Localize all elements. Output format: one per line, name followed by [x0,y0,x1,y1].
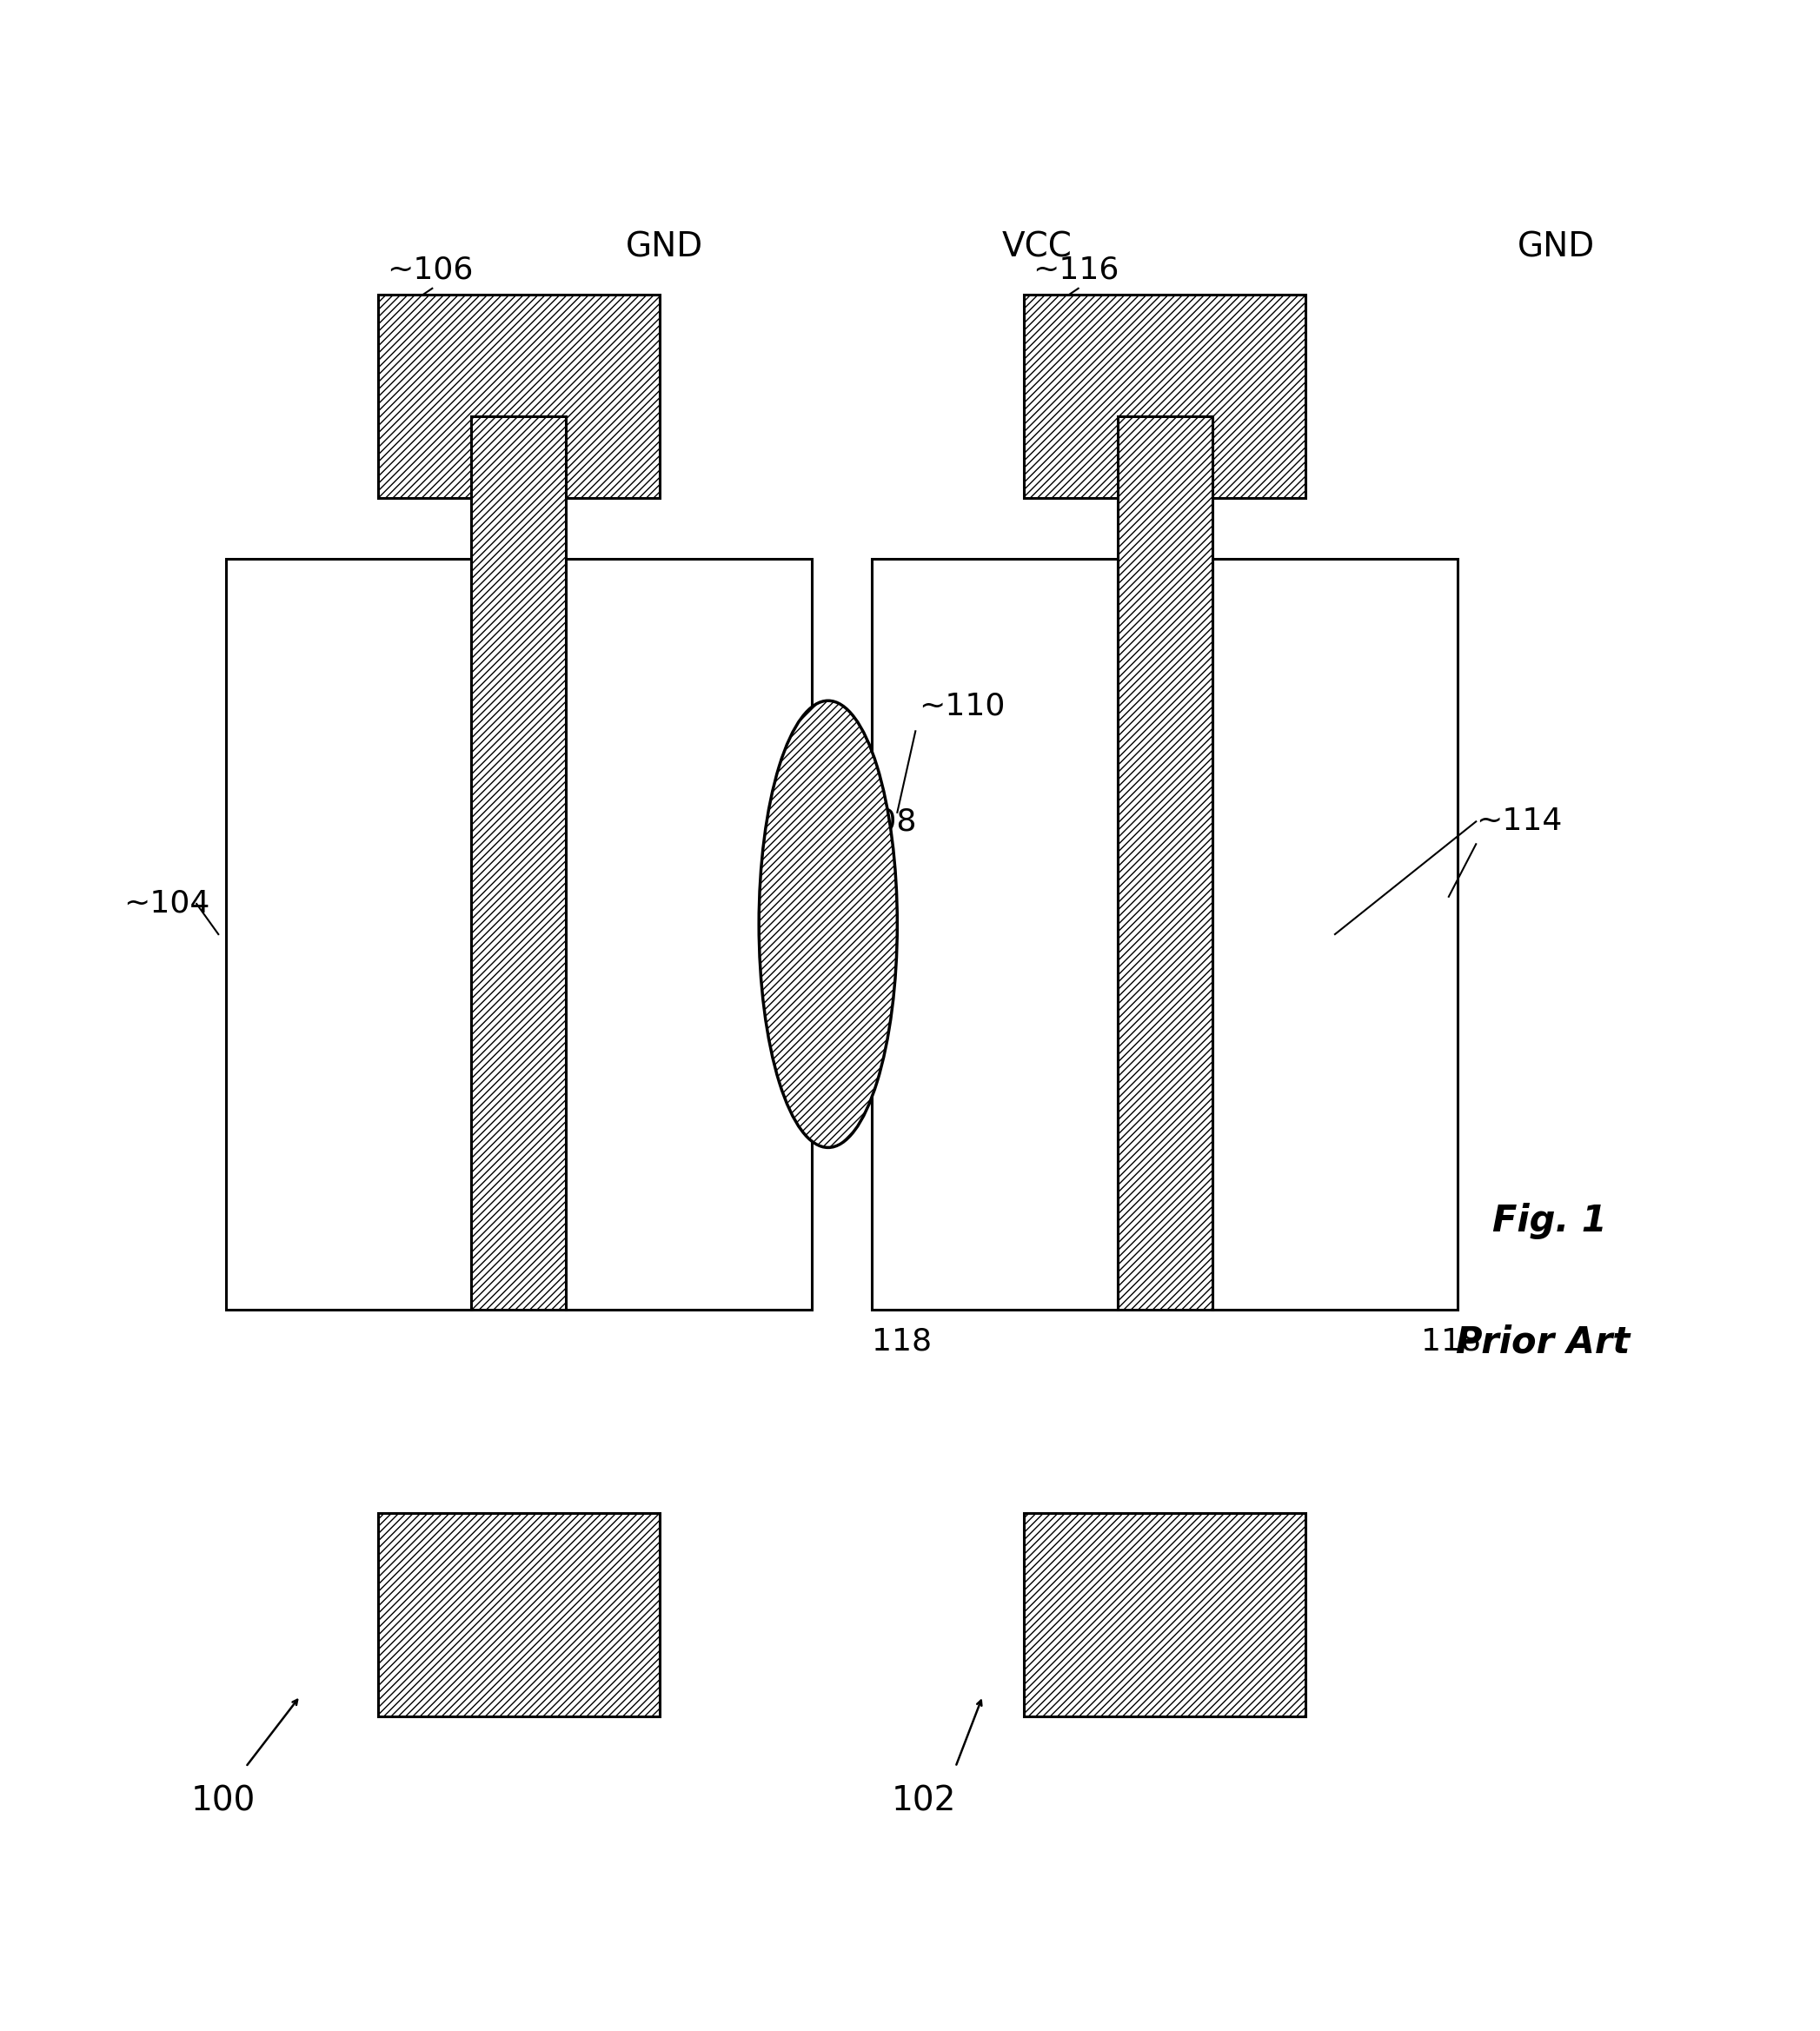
Text: ~114: ~114 [1476,806,1562,837]
Text: 118: 118 [872,1326,932,1357]
Bar [872,559,1117,1310]
Text: 102: 102 [892,1785,957,1818]
Text: Fig. 1: Fig. 1 [1492,1202,1607,1239]
Bar [1023,294,1307,498]
Text: ~104: ~104 [124,890,209,918]
Text: ~108: ~108 [830,806,917,837]
Bar [377,1513,659,1716]
Text: VCC: VCC [1003,232,1072,264]
Bar [377,294,659,498]
Text: ~112: ~112 [777,806,863,837]
Text: GND: GND [626,232,703,264]
Bar [1117,416,1212,1310]
Text: 100: 100 [191,1785,257,1818]
Text: ~110: ~110 [919,691,1005,721]
Bar [566,559,812,1310]
Text: Prior Art: Prior Art [1456,1324,1631,1361]
Bar [1023,1513,1307,1716]
Bar [1212,559,1458,1310]
Text: GND: GND [1518,232,1594,264]
Ellipse shape [759,701,897,1148]
Text: ~116: ~116 [1034,254,1119,284]
Bar [471,416,566,1310]
Bar [226,559,471,1310]
Text: 118: 118 [1421,1326,1481,1357]
Text: ~106: ~106 [386,254,473,284]
